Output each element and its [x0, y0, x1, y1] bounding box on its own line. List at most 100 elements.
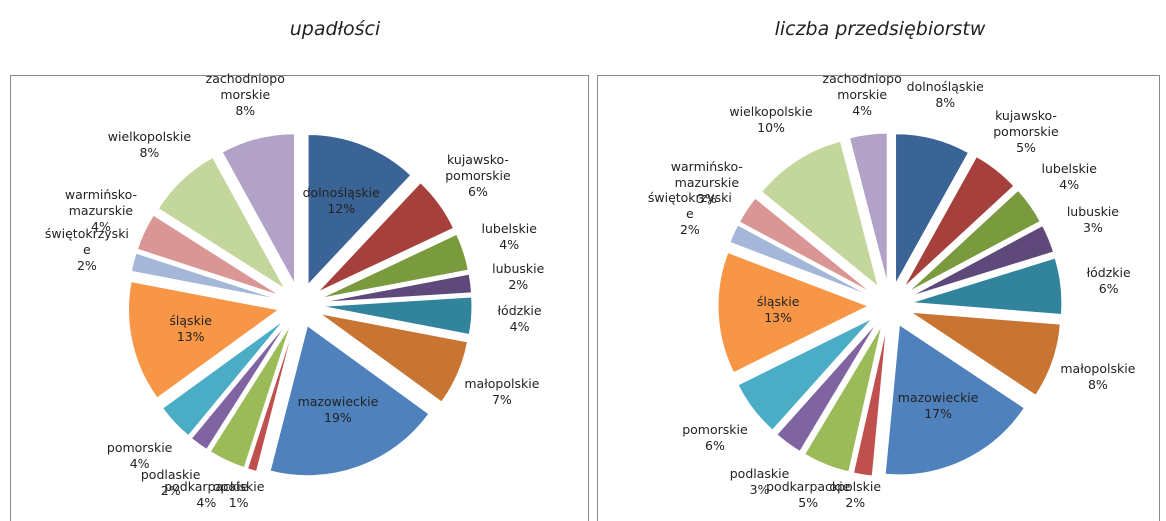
chart-title: upadłości	[289, 18, 381, 40]
pie-slice	[884, 323, 1026, 476]
pie-slice	[190, 322, 288, 451]
value-label: 6%	[468, 183, 488, 199]
category-label: dolnośląskie	[906, 79, 984, 94]
pie-slice	[760, 140, 879, 288]
value-label: 5%	[1016, 140, 1036, 156]
slice-label: lubuskie 3%	[1050, 204, 1136, 236]
slice-label: małopolskie 8%	[1055, 361, 1141, 393]
category-label: opolskie	[829, 479, 882, 494]
category-label: zachodniopomorskie	[205, 71, 285, 102]
category-label: łódzkie	[497, 302, 542, 318]
slice-label: lubelskie 4%	[466, 221, 552, 253]
slice-label: łódzkie 4%	[477, 303, 563, 335]
category-label: opolskie	[212, 479, 265, 494]
value-label: 8%	[235, 103, 256, 118]
slice-label: lubelskie 4%	[1026, 161, 1112, 193]
category-label: pomorskie	[682, 422, 748, 438]
pie-slice	[269, 324, 430, 477]
pie-slice	[907, 189, 1041, 293]
slice-label: kujawsko-pomorskie 5%	[983, 108, 1069, 156]
category-label: świętokrzyskie	[44, 226, 129, 258]
pie-slice	[157, 156, 286, 290]
category-label: kujawsko-pomorskie	[993, 108, 1059, 140]
pie-slice	[246, 325, 295, 473]
value-label: 5%	[798, 495, 819, 510]
value-label: 17%	[924, 406, 953, 422]
pie-slice	[321, 273, 473, 303]
slice-label: warmińsko-mazurskie 4%	[58, 187, 144, 235]
category-label: warmińsko-mazurskie	[670, 159, 743, 191]
slice-label: śląskie 13%	[148, 313, 234, 345]
pie-slice	[910, 224, 1055, 297]
pie-slice	[903, 155, 1015, 289]
slice-label: świętokrzyskie 2%	[44, 226, 130, 274]
category-label: dolnośląskie	[302, 184, 380, 200]
value-label: 13%	[176, 329, 205, 345]
slice-label: pomorskie 4%	[97, 440, 183, 472]
slice-label: warmińsko-mazurskie 3%	[664, 159, 750, 207]
value-label: 3%	[696, 191, 717, 207]
value-label: 4%	[509, 318, 530, 334]
pie-slice	[895, 133, 970, 286]
pie-slice	[128, 281, 280, 399]
category-label: podlaskie	[140, 466, 201, 482]
category-label: pomorskie	[106, 439, 173, 455]
value-label: 1%	[228, 495, 249, 510]
value-label: 2%	[76, 258, 97, 274]
category-label: małopolskie	[1060, 360, 1136, 376]
value-label: 4%	[1059, 177, 1080, 193]
value-label: 6%	[1098, 280, 1119, 296]
value-label: 8%	[1087, 376, 1108, 392]
category-label: lubelskie	[1041, 161, 1097, 177]
pie-slice	[161, 319, 285, 437]
pie-slice	[221, 133, 296, 284]
category-label: mazowieckie	[297, 394, 379, 410]
value-label: 6%	[705, 438, 725, 454]
slice-label: pomorskie 6%	[672, 422, 758, 454]
value-label: 7%	[491, 392, 512, 408]
pie-slice	[776, 322, 878, 453]
category-label: małopolskie	[464, 376, 540, 392]
value-label: 2%	[160, 482, 181, 498]
pie-slice	[804, 325, 883, 473]
value-label: 4%	[852, 103, 873, 118]
category-label: świętokrzyskie	[647, 189, 732, 221]
value-label: 19%	[324, 410, 352, 426]
pie-slice	[852, 326, 888, 477]
value-label: 4%	[91, 219, 111, 235]
slice-label: zachodniopomorskie 4%	[819, 71, 905, 119]
chart-title: liczba przedsiębiorstw	[774, 18, 986, 40]
value-label: 12%	[327, 200, 356, 216]
category-label: lubuskie	[1066, 204, 1119, 219]
category-label: zachodniopomorskie	[822, 71, 902, 102]
pie-slice	[717, 251, 870, 374]
slice-label: podkarpackie 5%	[765, 479, 851, 511]
pie-slice	[136, 214, 281, 297]
pie-slice	[130, 252, 279, 301]
slice-label: podlaskie 2%	[128, 467, 214, 499]
category-label: śląskie	[756, 294, 800, 310]
pie-slice	[738, 197, 872, 294]
slice-label: podkarpackie 4%	[163, 479, 249, 511]
value-label: 4%	[129, 455, 150, 471]
value-label: 8%	[139, 144, 160, 160]
value-label: 3%	[749, 482, 770, 498]
slice-label: opolskie 1%	[196, 479, 282, 511]
slice-label: lubuskie 2%	[475, 261, 561, 293]
pie-slice	[848, 132, 888, 284]
slice-label: kujawsko-pomorskie 6%	[435, 152, 521, 200]
slice-label: wielkopolskie 10%	[728, 104, 814, 136]
value-label: 2%	[679, 221, 700, 237]
pie-slice	[737, 317, 873, 431]
category-label: warmińsko-mazurskie	[64, 187, 137, 219]
category-label: mazowieckie	[897, 390, 979, 406]
pie-slice	[319, 313, 469, 403]
category-label: lubelskie	[481, 221, 537, 237]
slice-label: świętokrzyskie 2%	[647, 190, 733, 238]
value-label: 13%	[764, 310, 793, 326]
slice-label: śląskie 13%	[735, 294, 821, 326]
pie-slice	[317, 182, 455, 293]
slice-label: zachodniopomorskie 8%	[202, 71, 288, 119]
category-label: podlaskie	[729, 466, 790, 482]
